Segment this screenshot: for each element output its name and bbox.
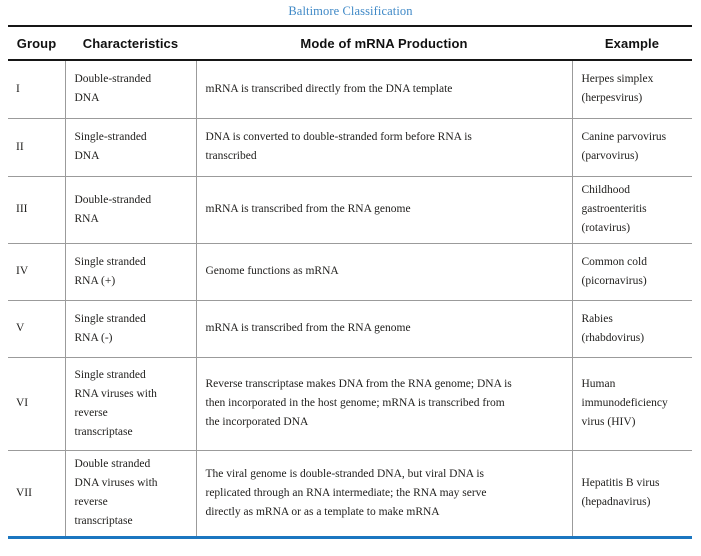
table-row-group-v: V Single stranded RNA (-) mRNA is transc… xyxy=(8,300,692,357)
example-cell: Canine parvovirus (parvovirus) xyxy=(571,118,692,176)
mode-cell: mRNA is transcribed from the RNA genome xyxy=(195,300,572,357)
example-cell: Hepatitis B virus (hepadnavirus) xyxy=(571,450,692,537)
mode-cell: DNA is converted to double-stranded form… xyxy=(195,118,572,176)
characteristics-cell: Single stranded RNA (+) xyxy=(64,243,196,300)
header-row: Group Characteristics Mode of mRNA Produ… xyxy=(8,26,692,60)
characteristics-cell: Single stranded RNA (-) xyxy=(64,300,196,357)
column-header-characteristics: Characteristics xyxy=(82,35,179,51)
table-row-group-vii: VII Double stranded DNA viruses with rev… xyxy=(8,450,692,537)
example-cell: Herpes simplex (herpesvirus) xyxy=(571,60,692,118)
characteristics-cell: Double stranded DNA viruses with reverse… xyxy=(64,450,196,537)
group-cell: V xyxy=(16,322,25,334)
characteristics-cell: Double-stranded DNA xyxy=(64,60,196,118)
group-cell: III xyxy=(16,203,28,215)
mode-cell: Reverse transcriptase makes DNA from the… xyxy=(195,357,572,450)
example-cell: Rabies (rhabdovirus) xyxy=(571,300,692,357)
group-cell: I xyxy=(16,82,20,95)
table-row-group-iv: IV Single stranded RNA (+) Genome functi… xyxy=(8,243,692,300)
group-cell: IV xyxy=(16,265,29,277)
mode-cell: The viral genome is double-stranded DNA,… xyxy=(195,450,572,537)
table-row-group-i: I Double-stranded DNA mRNA is transcribe… xyxy=(8,60,692,118)
example-cell: Human immunodeficiency virus (HIV) xyxy=(571,357,692,450)
group-cell: VI xyxy=(16,397,29,409)
table-row-group-vi: VI Single stranded RNA viruses with reve… xyxy=(8,357,692,450)
group-cell: II xyxy=(16,140,24,153)
mode-cell: mRNA is transcribed directly from the DN… xyxy=(195,60,572,118)
baltimore-classification-table: Group Characteristics Mode of mRNA Produ… xyxy=(8,25,692,539)
mode-cell: Genome functions as mRNA xyxy=(195,243,572,300)
example-cell: Common cold (picornavirus) xyxy=(571,243,692,300)
column-header-example: Example xyxy=(604,35,660,51)
characteristics-cell: Single stranded RNA viruses with reverse… xyxy=(64,357,196,450)
characteristics-cell: Double-stranded RNA xyxy=(64,176,196,243)
table-row-group-ii: II Single-stranded DNA DNA is converted … xyxy=(8,118,692,176)
example-cell: Childhood gastroenteritis (rotavirus) xyxy=(571,176,692,243)
mode-cell: mRNA is transcribed from the RNA genome xyxy=(195,176,572,243)
characteristics-cell: Single-stranded DNA xyxy=(64,118,196,176)
column-header-group: Group xyxy=(16,35,57,51)
table-row-group-iii: III Double-stranded RNA mRNA is transcri… xyxy=(8,176,692,243)
group-cell: VII xyxy=(16,486,32,499)
column-header-mode: Mode of mRNA Production xyxy=(300,35,468,51)
table-title-link[interactable]: Baltimore Classification xyxy=(288,4,413,18)
